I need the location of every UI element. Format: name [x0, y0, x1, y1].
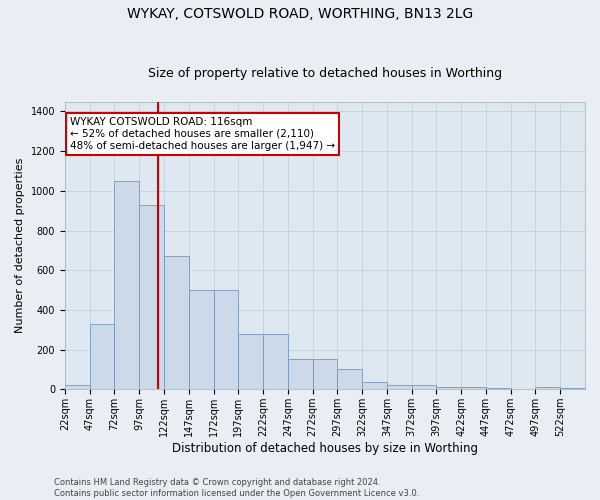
- Bar: [436, 388, 461, 390]
- Bar: [362, 382, 387, 390]
- Bar: [65, 386, 89, 390]
- X-axis label: Distribution of detached houses by size in Worthing: Distribution of detached houses by size …: [172, 442, 478, 455]
- Bar: [560, 388, 585, 390]
- Bar: [115, 181, 139, 390]
- Bar: [461, 388, 486, 390]
- Text: Contains HM Land Registry data © Crown copyright and database right 2024.
Contai: Contains HM Land Registry data © Crown c…: [54, 478, 419, 498]
- Bar: [89, 324, 115, 390]
- Bar: [337, 370, 362, 390]
- Bar: [214, 290, 238, 390]
- Bar: [263, 334, 288, 390]
- Title: Size of property relative to detached houses in Worthing: Size of property relative to detached ho…: [148, 66, 502, 80]
- Text: WYKAY, COTSWOLD ROAD, WORTHING, BN13 2LG: WYKAY, COTSWOLD ROAD, WORTHING, BN13 2LG: [127, 8, 473, 22]
- Bar: [412, 386, 436, 390]
- Bar: [535, 388, 560, 390]
- Bar: [238, 334, 263, 390]
- Y-axis label: Number of detached properties: Number of detached properties: [15, 158, 25, 333]
- Bar: [139, 204, 164, 390]
- Bar: [387, 386, 412, 390]
- Bar: [288, 358, 313, 390]
- Bar: [313, 358, 337, 390]
- Bar: [164, 256, 189, 390]
- Text: WYKAY COTSWOLD ROAD: 116sqm
← 52% of detached houses are smaller (2,110)
48% of : WYKAY COTSWOLD ROAD: 116sqm ← 52% of det…: [70, 118, 335, 150]
- Bar: [189, 290, 214, 390]
- Bar: [486, 388, 511, 390]
